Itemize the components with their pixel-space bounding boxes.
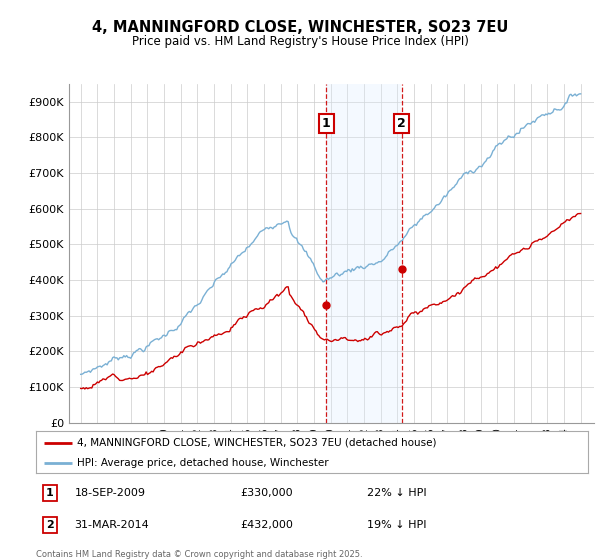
Bar bbox=[326, 84, 401, 423]
Text: 1: 1 bbox=[322, 116, 331, 130]
Text: 2: 2 bbox=[397, 116, 406, 130]
Text: £432,000: £432,000 bbox=[240, 520, 293, 530]
Text: 18-SEP-2009: 18-SEP-2009 bbox=[74, 488, 146, 498]
Text: 31-MAR-2014: 31-MAR-2014 bbox=[74, 520, 149, 530]
Text: 4, MANNINGFORD CLOSE, WINCHESTER, SO23 7EU (detached house): 4, MANNINGFORD CLOSE, WINCHESTER, SO23 7… bbox=[77, 437, 437, 447]
Text: Contains HM Land Registry data © Crown copyright and database right 2025.
This d: Contains HM Land Registry data © Crown c… bbox=[36, 550, 362, 560]
Text: £330,000: £330,000 bbox=[240, 488, 293, 498]
Text: 1: 1 bbox=[46, 488, 53, 498]
Text: 19% ↓ HPI: 19% ↓ HPI bbox=[367, 520, 427, 530]
Text: Price paid vs. HM Land Registry's House Price Index (HPI): Price paid vs. HM Land Registry's House … bbox=[131, 35, 469, 48]
Text: 4, MANNINGFORD CLOSE, WINCHESTER, SO23 7EU: 4, MANNINGFORD CLOSE, WINCHESTER, SO23 7… bbox=[92, 20, 508, 35]
Text: HPI: Average price, detached house, Winchester: HPI: Average price, detached house, Winc… bbox=[77, 458, 329, 468]
Text: 2: 2 bbox=[46, 520, 53, 530]
Text: 22% ↓ HPI: 22% ↓ HPI bbox=[367, 488, 427, 498]
